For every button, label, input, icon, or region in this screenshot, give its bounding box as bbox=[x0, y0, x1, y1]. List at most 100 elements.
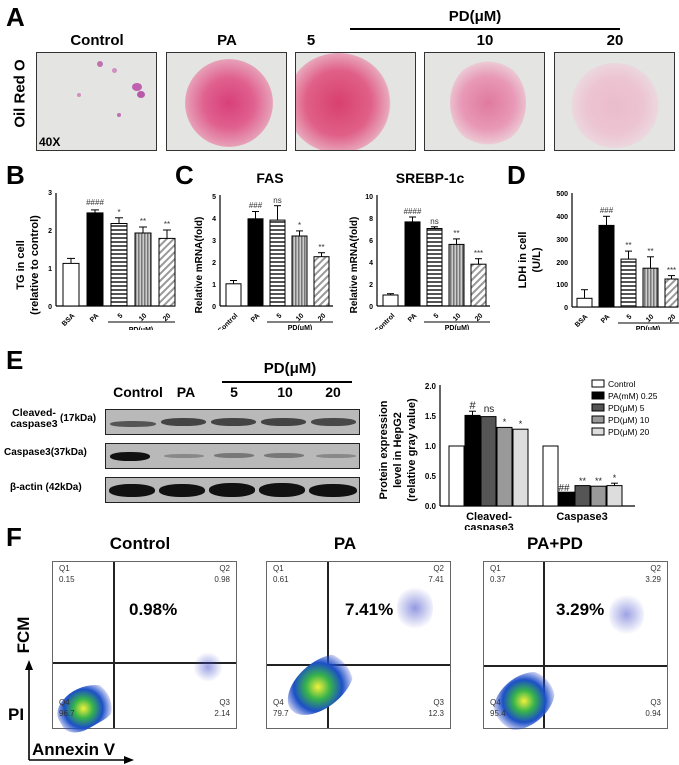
fcm-y-label-pi: PI bbox=[8, 705, 25, 724]
svg-text:PA: PA bbox=[250, 312, 261, 323]
svg-text:Relative mRNA(fold): Relative mRNA(fold) bbox=[349, 217, 360, 314]
svg-text:2.0: 2.0 bbox=[425, 382, 437, 391]
panel-f-letter: F bbox=[6, 522, 22, 552]
fcm-title-papd: PA+PD bbox=[527, 534, 583, 553]
q2-percent: 0.98% bbox=[129, 600, 178, 619]
svg-text:1.0: 1.0 bbox=[425, 442, 437, 451]
panel-c-letter: C bbox=[175, 160, 194, 190]
chart-b-ylabel-2: (relative to control) bbox=[29, 215, 41, 315]
q3-value: 12.3 bbox=[428, 709, 444, 718]
svg-text:20: 20 bbox=[474, 312, 485, 323]
svg-text:**: ** bbox=[164, 220, 170, 229]
svg-text:0.0: 0.0 bbox=[425, 502, 437, 511]
svg-text:PA: PA bbox=[407, 312, 418, 323]
svg-text:###: ### bbox=[600, 206, 614, 215]
blot-cleaved-caspase3 bbox=[105, 409, 360, 435]
q2-percent: 7.41% bbox=[345, 600, 394, 619]
svg-text:BSA: BSA bbox=[574, 313, 589, 328]
svg-text:##: ## bbox=[558, 483, 570, 494]
svg-text:PD(μM): PD(μM) bbox=[636, 326, 661, 330]
lane-10: 10 bbox=[277, 384, 293, 400]
fcm-plot-pa: Q1 0.61 Q2 7.41 Q3 12.3 Q4 79.7 7.41% bbox=[266, 561, 451, 729]
q2-label: Q2 bbox=[219, 564, 230, 573]
panel-a-col-10: 10 bbox=[476, 32, 494, 49]
svg-text:*: * bbox=[503, 417, 507, 427]
svg-text:5: 5 bbox=[117, 312, 125, 320]
svg-text:1: 1 bbox=[212, 282, 216, 289]
svg-text:Control: Control bbox=[374, 312, 397, 330]
svg-text:####: #### bbox=[86, 198, 104, 207]
svg-text:2: 2 bbox=[48, 228, 52, 235]
chart-c-srebp: SREBP-1c Relative mRNA(fold) 0 2 4 6 8 10 ###… bbox=[349, 170, 490, 330]
svg-text:4: 4 bbox=[212, 216, 216, 223]
svg-text:**: ** bbox=[318, 243, 324, 252]
q3-value: 0.94 bbox=[645, 709, 661, 718]
svg-text:**: ** bbox=[579, 476, 587, 486]
svg-text:LDH in cell: LDH in cell bbox=[517, 232, 529, 289]
fcm-x-label-annexin: Annexin V bbox=[32, 740, 116, 759]
svg-text:Control: Control bbox=[217, 312, 240, 330]
lane-pa: PA bbox=[176, 384, 196, 400]
svg-text:10: 10 bbox=[452, 312, 463, 323]
q2-value: 0.98 bbox=[214, 575, 230, 584]
lane-control: Control bbox=[113, 384, 163, 400]
blot-row-label-bactin: β-actin (42kDa) bbox=[10, 482, 82, 493]
svg-text:0: 0 bbox=[369, 304, 373, 311]
svg-text:SREBP-1c: SREBP-1c bbox=[396, 170, 465, 186]
svg-text:1.5: 1.5 bbox=[425, 412, 437, 421]
blot-row-label-cleaved: Cleaved- caspase3 bbox=[10, 407, 58, 430]
svg-text:20: 20 bbox=[317, 312, 328, 323]
svg-text:5: 5 bbox=[433, 312, 441, 320]
svg-text:PA(mM) 0.25: PA(mM) 0.25 bbox=[608, 391, 658, 401]
q1-value: 0.15 bbox=[59, 575, 75, 584]
svg-text:####: #### bbox=[404, 207, 422, 216]
svg-text:400: 400 bbox=[556, 214, 568, 221]
svg-text:0.5: 0.5 bbox=[425, 472, 437, 481]
svg-text:***: *** bbox=[474, 249, 483, 258]
svg-text:*: * bbox=[117, 208, 120, 217]
svg-text:(relative gray value): (relative gray value) bbox=[406, 398, 418, 502]
chart-d-ldh: LDH in cell (U/L) 0 100 200 300 400 500 ### **… bbox=[517, 191, 679, 330]
blot-row-kda-cleaved: (17kDa) bbox=[60, 413, 97, 424]
q4-value: 79.7 bbox=[273, 709, 289, 718]
q1-label: Q1 bbox=[59, 564, 70, 573]
svg-text:PD(μM) 5: PD(μM) 5 bbox=[608, 403, 645, 413]
svg-text:**: ** bbox=[647, 247, 653, 256]
svg-text:3: 3 bbox=[48, 190, 52, 197]
svg-text:PD(μM): PD(μM) bbox=[129, 327, 154, 330]
svg-text:3: 3 bbox=[212, 238, 216, 245]
svg-text:2: 2 bbox=[212, 260, 216, 267]
lane-20: 20 bbox=[325, 384, 341, 400]
svg-text:10: 10 bbox=[645, 313, 656, 324]
q3-label: Q3 bbox=[650, 698, 661, 707]
svg-text:8: 8 bbox=[369, 216, 373, 223]
panel-d-letter: D bbox=[507, 160, 526, 190]
svg-text:*: * bbox=[613, 473, 617, 483]
svg-text:ns: ns bbox=[484, 404, 495, 415]
fcm-y-label-fcm: FCM bbox=[14, 616, 33, 654]
micrograph-pd-10 bbox=[424, 52, 545, 151]
q2-label: Q2 bbox=[433, 564, 444, 573]
svg-text:1: 1 bbox=[48, 266, 52, 273]
panel-e-pd-header: PD(μM) bbox=[263, 360, 317, 377]
svg-text:10: 10 bbox=[365, 194, 373, 201]
q4-label: Q4 bbox=[490, 698, 501, 707]
panel-a-col-control: Control bbox=[70, 32, 124, 49]
micrograph-pd-20 bbox=[554, 52, 675, 151]
svg-text:*: * bbox=[519, 419, 523, 429]
panel-a-letter: A bbox=[6, 2, 25, 32]
fcm-plot-papd: Q1 0.37 Q2 3.29 Q3 0.94 Q4 95.4 3.29% bbox=[481, 561, 668, 742]
q1-value: 0.37 bbox=[490, 575, 506, 584]
svg-text:level in HepG2: level in HepG2 bbox=[392, 412, 404, 488]
fcm-title-pa: PA bbox=[333, 534, 357, 553]
panel-a-row-label: Oil Red O bbox=[11, 59, 29, 128]
svg-text:PA: PA bbox=[89, 312, 100, 323]
lane-5: 5 bbox=[230, 384, 238, 400]
micrograph-pd-5 bbox=[295, 52, 416, 151]
fcm-axis-arrows bbox=[25, 660, 134, 764]
svg-text:Caspase3: Caspase3 bbox=[556, 511, 607, 523]
q2-value: 3.29 bbox=[645, 575, 661, 584]
q3-label: Q3 bbox=[219, 698, 230, 707]
svg-text:0: 0 bbox=[564, 305, 568, 312]
